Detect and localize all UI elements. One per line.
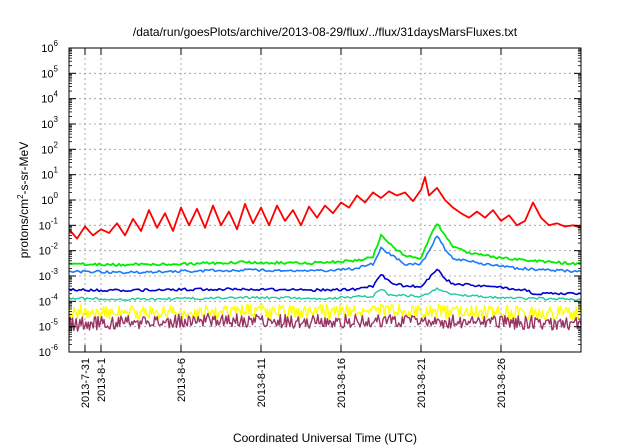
y-tick-labels: 10-6 10-5 10-4 10-3 10-2 10-1 100 101 102 103 104 1… [39, 39, 59, 359]
y-tick-label: 100 [41, 191, 58, 207]
series-line [68, 287, 582, 302]
y-tick-label: 103 [41, 115, 58, 131]
y-tick-label: 105 [41, 64, 58, 80]
grid [69, 48, 581, 352]
y-tick-label: 104 [41, 90, 58, 106]
series-line [68, 176, 582, 240]
series-line [68, 312, 582, 332]
x-tick-label: 2013-8-11 [256, 358, 268, 407]
x-tick-label: 2013-8-6 [176, 358, 188, 402]
x-tick-label: 2013-8-26 [496, 358, 508, 408]
x-axis-label: Coordinated Universal Time (UTC) [233, 431, 417, 445]
y-tick-label: 10-2 [39, 242, 59, 258]
y-tick-label: 10-6 [39, 343, 59, 359]
series-line [68, 235, 582, 275]
y-tick-label: 10-1 [39, 216, 59, 232]
x-tick-labels: 2013-7-31 2013-8-1 2013-8-6 2013-8-11 2013-8… [80, 358, 508, 408]
series-layer [68, 176, 582, 332]
series-line [68, 223, 582, 267]
y-tick-label: 10-5 [39, 318, 59, 334]
y-tick-label: 101 [41, 166, 58, 182]
y-tick-label: 10-4 [39, 292, 59, 308]
x-tick-label: 2013-8-16 [336, 358, 348, 408]
y-axis-label: protons/cm2-s-sr-MeV [16, 142, 31, 258]
y-tick-label: 102 [41, 140, 58, 156]
y-tick-label: 106 [41, 39, 58, 55]
x-tick-label: 2013-7-31 [80, 358, 92, 408]
y-tick-label: 10-3 [39, 267, 59, 283]
x-tick-label: 2013-8-1 [96, 358, 108, 402]
series-line [68, 268, 582, 296]
series-line [68, 303, 582, 321]
ticks [69, 47, 581, 353]
chart-title: /data/run/goesPlots/archive/2013-08-29/f… [133, 25, 518, 39]
x-tick-label: 2013-8-21 [416, 358, 428, 408]
